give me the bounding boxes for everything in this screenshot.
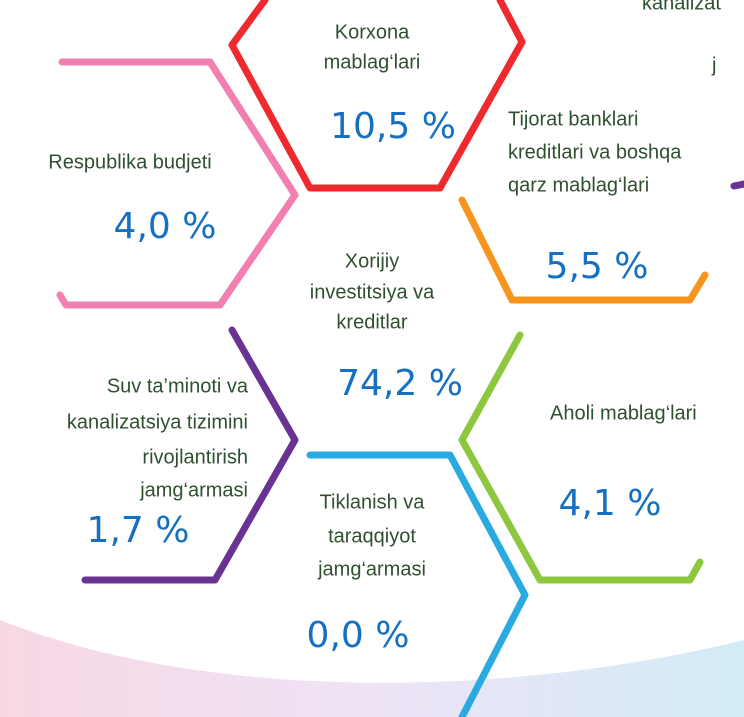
- node-label: Xorijiy: [345, 250, 399, 272]
- orange-hexagon: [458, 196, 709, 304]
- red-hexagon: [228, 0, 526, 192]
- node-label: Tiklanish va: [320, 491, 426, 513]
- pink-hexagon: [56, 58, 299, 309]
- node-value: 4,1 %: [559, 483, 662, 524]
- node-value: 74,2 %: [337, 363, 463, 404]
- node-label: qarz mablag‘lari: [508, 174, 649, 196]
- node-label: taraqqiyot: [328, 525, 416, 547]
- node-label: rivojlantirish: [142, 446, 248, 468]
- node-value: 10,5 %: [330, 106, 456, 147]
- purple-hexagon: [81, 326, 299, 584]
- node-value: 5,5 %: [546, 246, 649, 287]
- node-value: 1,7 %: [87, 510, 190, 551]
- node-label: Korxona: [335, 21, 410, 43]
- node-label: jamg‘armasi: [317, 558, 426, 580]
- node-label: Aholi mablag‘lari: [550, 402, 697, 424]
- swoosh: [0, 620, 744, 717]
- node-label: kanalizatsiya tizimini: [67, 411, 248, 433]
- node-label: Suv ta’minoti va: [107, 375, 249, 397]
- node-label: Tijorat banklari: [508, 108, 638, 130]
- node-value: 4,0 %: [114, 206, 217, 247]
- node-value: 0,0 %: [307, 615, 410, 656]
- node-label: kreditlari va boshqa: [508, 141, 682, 163]
- node-label: mablag‘lari: [324, 51, 421, 73]
- node-label: jamg‘armasi: [139, 479, 248, 501]
- blue-hexagon: [306, 451, 529, 717]
- purple-fragment: [730, 180, 744, 190]
- node-label: investitsiya va: [310, 281, 435, 303]
- node-label: kreditlar: [336, 311, 407, 333]
- green-hexagon: [458, 331, 704, 584]
- fragment-text: kanalizat: [642, 0, 721, 14]
- node-label: Respublika budjeti: [48, 151, 211, 173]
- fragment-text: j: [711, 54, 716, 76]
